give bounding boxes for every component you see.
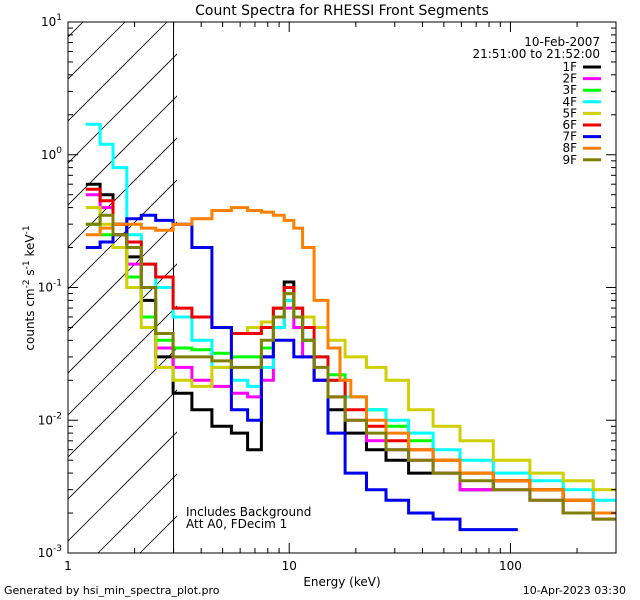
legend-label-1F: 1F	[562, 60, 577, 74]
excluded-region-hatch	[68, 0, 640, 553]
legend-label-4F: 4F	[562, 95, 577, 109]
hatch-line	[68, 22, 84, 38]
chart-title: Count Spectra for RHESSI Front Segments	[195, 3, 489, 19]
series-lines	[85, 122, 616, 532]
legend: 10-Feb-2007 21:51:00 to 21:52:00 1F2F3F4…	[473, 35, 601, 167]
excluded-region	[68, 0, 640, 553]
y-tick-label: 10-1	[38, 279, 62, 295]
legend-label-9F: 9F	[562, 153, 577, 167]
legend-time-range: 21:51:00 to 21:52:00	[473, 47, 600, 61]
hatch-line	[68, 431, 177, 542]
hatch-line	[68, 179, 177, 290]
series-line-8F	[85, 206, 616, 515]
annotation-background: Includes Background	[186, 505, 311, 519]
hatch-line	[68, 347, 177, 458]
legend-label-5F: 5F	[562, 106, 577, 120]
x-tick-label: 1	[64, 559, 72, 573]
legend-date: 10-Feb-2007	[524, 35, 600, 49]
series-line-7F	[85, 213, 518, 532]
x-tick-label: 100	[499, 559, 522, 573]
legend-label-3F: 3F	[562, 83, 577, 97]
y-tick-label: 101	[41, 13, 62, 29]
y-tick-label: 10-2	[38, 411, 62, 427]
series-line-9F	[85, 213, 616, 521]
hatch-line	[266, 0, 640, 553]
y-tick-label: 100	[41, 146, 62, 162]
hatch-line	[68, 389, 177, 500]
hatch-line	[68, 22, 168, 122]
hatch-line	[68, 263, 177, 374]
y-tick-label: 10-3	[38, 544, 62, 560]
x-axis-label: Energy (keV)	[303, 575, 380, 589]
legend-label-2F: 2F	[562, 72, 577, 86]
series-line-6F	[85, 187, 616, 515]
y-axis: 101 100 10-1 10-2 10-3	[38, 13, 616, 560]
legend-label-8F: 8F	[562, 141, 577, 155]
legend-label-6F: 6F	[562, 118, 577, 132]
x-tick-label: 10	[282, 559, 297, 573]
x-axis: 1 10 100	[64, 22, 617, 573]
footer-timestamp: 10-Apr-2023 03:30	[523, 584, 626, 597]
hatch-line	[68, 305, 177, 416]
hatch-line	[350, 0, 640, 553]
hatch-line	[68, 53, 177, 164]
legend-label-7F: 7F	[562, 130, 577, 144]
y-axis-label: counts cm-2 s-1 keV-1	[22, 225, 37, 350]
annotation-attenuator: Att A0, FDecim 1	[186, 517, 287, 531]
hatch-line	[308, 0, 640, 553]
footer-generated-by: Generated by hsi_min_spectra_plot.pro	[4, 584, 220, 597]
hatch-line	[97, 473, 177, 553]
